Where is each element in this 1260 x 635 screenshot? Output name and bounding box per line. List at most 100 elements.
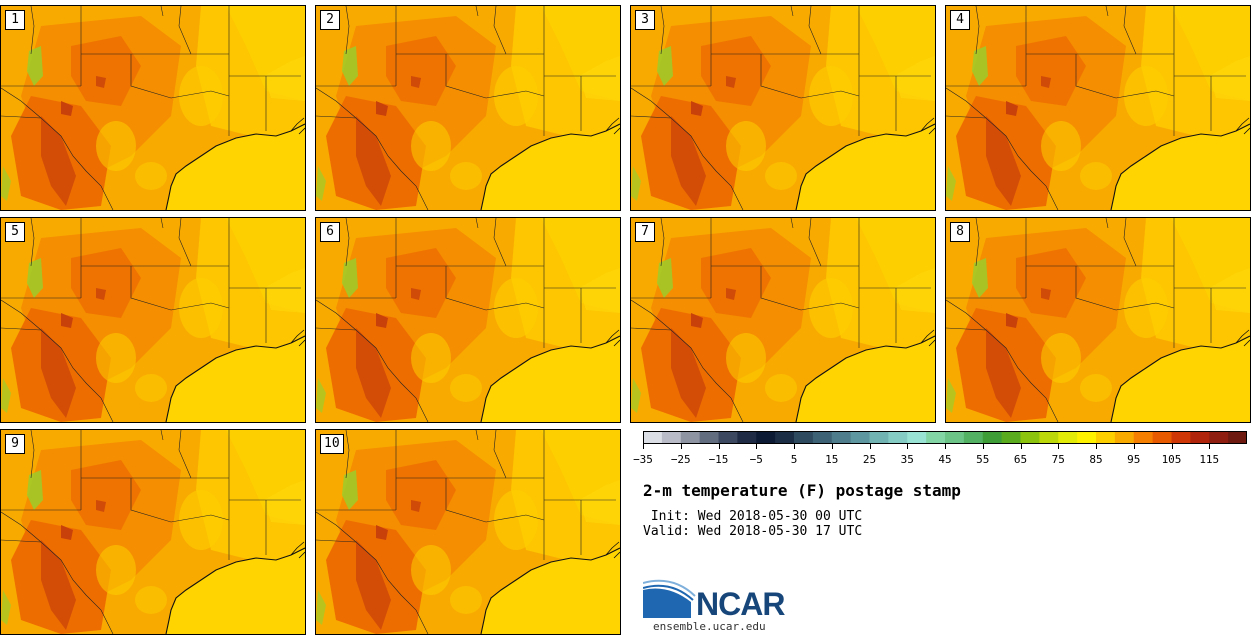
colorbar-segment xyxy=(831,431,852,444)
colorbar-tick xyxy=(869,444,871,449)
member-label: 9 xyxy=(5,434,25,454)
colorbar-segment xyxy=(699,431,720,444)
stamp-panel-8: 8 xyxy=(945,217,1251,423)
colorbar-segment xyxy=(869,431,889,444)
colorbar-tick-label: 25 xyxy=(862,453,877,466)
logo-text: NCAR xyxy=(696,586,785,622)
colorbar-outline xyxy=(643,431,1247,444)
colorbar-ticks: −35 −25 −15 −5 5 15 25 35 45 55 65 75 85 95 105 115 xyxy=(633,444,1247,466)
colorbar-tick-label: −25 xyxy=(670,453,691,466)
colorbar-tick xyxy=(1020,444,1022,449)
colorbar-tick xyxy=(1058,444,1060,449)
colorbar-tick xyxy=(907,444,909,449)
colorbar-segment xyxy=(850,431,871,444)
temperature-map-4 xyxy=(946,6,1250,210)
member-label: 10 xyxy=(320,434,344,454)
colorbar-segment xyxy=(963,431,984,444)
colorbar-tick xyxy=(1209,444,1211,449)
temperature-map-7 xyxy=(631,218,935,422)
colorbar-tick-label: −35 xyxy=(633,453,653,466)
colorbar-segment xyxy=(680,431,701,444)
colorbar-segment xyxy=(1209,431,1229,444)
temperature-map-8 xyxy=(946,218,1250,422)
colorbar-tick xyxy=(1133,444,1135,449)
colorbar-tick-label: 95 xyxy=(1127,453,1141,466)
member-label: 8 xyxy=(950,222,970,242)
colorbar-segment xyxy=(812,431,833,444)
temperature-map-10 xyxy=(316,430,620,634)
temperature-map-1 xyxy=(1,6,305,210)
colorbar-segment xyxy=(775,431,795,444)
stamp-panel-5: 5 xyxy=(0,217,306,423)
colorbar-tick-label: 105 xyxy=(1161,453,1182,466)
colorbar-tick xyxy=(680,444,682,449)
colorbar-segment xyxy=(1039,431,1059,444)
member-label: 3 xyxy=(635,10,655,30)
member-label: 6 xyxy=(320,222,340,242)
colorbar-segment xyxy=(1190,431,1210,444)
temperature-map-3 xyxy=(631,6,935,210)
colorbar-segment xyxy=(756,431,776,444)
temperature-map-6 xyxy=(316,218,620,422)
member-label: 4 xyxy=(950,10,970,30)
colorbar-segment xyxy=(1020,431,1040,444)
colorbar-segment xyxy=(794,431,814,444)
colorbar-segment xyxy=(1133,431,1154,444)
member-label: 5 xyxy=(5,222,25,242)
colorbar-segment xyxy=(926,431,946,444)
colorbar-segment xyxy=(661,431,682,444)
colorbar-tick xyxy=(718,444,720,449)
stamp-panel-7: 7 xyxy=(630,217,936,423)
colorbar-segment xyxy=(1228,431,1247,444)
stamp-panel-6: 6 xyxy=(315,217,621,423)
colorbar-tick-label: 35 xyxy=(900,453,914,466)
colorbar-tick xyxy=(982,444,984,449)
colorbar-tick xyxy=(756,444,758,449)
colorbar-tick xyxy=(643,444,644,449)
colorbar-segment xyxy=(1096,431,1116,444)
colorbar-tick-label: 75 xyxy=(1051,453,1065,466)
colorbar-segment xyxy=(1152,431,1173,444)
colorbar-segment xyxy=(1058,431,1078,444)
colorbar-tick-label: −5 xyxy=(749,453,763,466)
colorbar-tick xyxy=(831,444,833,449)
colorbar-segment xyxy=(907,431,927,444)
init-time: Init: Wed 2018-05-30 00 UTC xyxy=(643,509,863,524)
colorbar-tick xyxy=(1171,444,1173,449)
temperature-map-2 xyxy=(316,6,620,210)
colorbar-segment xyxy=(1001,431,1022,444)
logo-url: ensemble.ucar.edu xyxy=(653,620,766,633)
colorbar-segment xyxy=(718,431,738,444)
colorbar-tick xyxy=(794,444,795,449)
colorbar-tick xyxy=(1096,444,1097,449)
stamp-panel-3: 3 xyxy=(630,5,936,211)
stamp-panel-4: 4 xyxy=(945,5,1251,211)
ncar-logo-icon xyxy=(643,579,696,618)
stamp-panel-10: 10 xyxy=(315,429,621,635)
plot-title: 2-m temperature (F) postage stamp xyxy=(643,481,961,500)
colorbar-segment xyxy=(1077,431,1097,444)
colorbar xyxy=(643,431,1247,444)
temperature-map-9 xyxy=(1,430,305,634)
valid-time: Valid: Wed 2018-05-30 17 UTC xyxy=(643,524,863,539)
member-label: 1 xyxy=(5,10,25,30)
colorbar-tick-label: 115 xyxy=(1199,453,1220,466)
colorbar-segment xyxy=(737,431,757,444)
member-label: 7 xyxy=(635,222,655,242)
colorbar-segment xyxy=(643,431,663,444)
colorbar-tick-label: −15 xyxy=(708,453,729,466)
colorbar-tick-label: 55 xyxy=(976,453,990,466)
colorbar-segment xyxy=(945,431,965,444)
stamp-panel-9: 9 xyxy=(0,429,306,635)
colorbar-segment xyxy=(1171,431,1191,444)
colorbar-tick-label: 5 xyxy=(790,453,798,466)
colorbar-segment xyxy=(982,431,1003,444)
colorbar-tick-label: 15 xyxy=(825,453,839,466)
member-label: 2 xyxy=(320,10,340,30)
colorbar-tick-label: 45 xyxy=(938,453,952,466)
colorbar-segment xyxy=(1114,431,1135,444)
stamp-panel-1: 1 xyxy=(0,5,306,211)
colorbar-tick-label: 65 xyxy=(1013,453,1028,466)
colorbar-segment xyxy=(888,431,908,444)
temperature-map-5 xyxy=(1,218,305,422)
